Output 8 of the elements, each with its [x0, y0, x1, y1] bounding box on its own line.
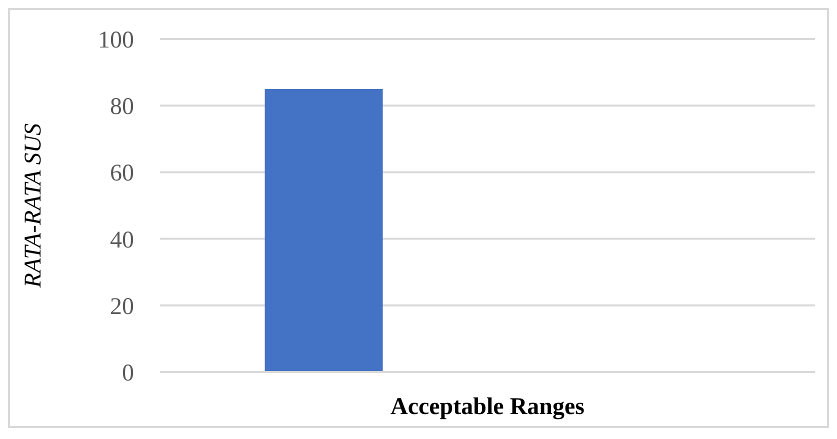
y-tick-label: 60 [110, 160, 134, 187]
y-tick-label: 0 [122, 360, 134, 387]
y-tick-label: 20 [110, 294, 134, 320]
y-tick-label: 100 [98, 28, 134, 54]
y-tick-label: 80 [110, 94, 134, 120]
x-axis-title: Acceptable Ranges [390, 394, 584, 420]
y-axis-title: RATA-RATA SUS [20, 123, 47, 289]
y-tick-label: 40 [110, 227, 134, 254]
